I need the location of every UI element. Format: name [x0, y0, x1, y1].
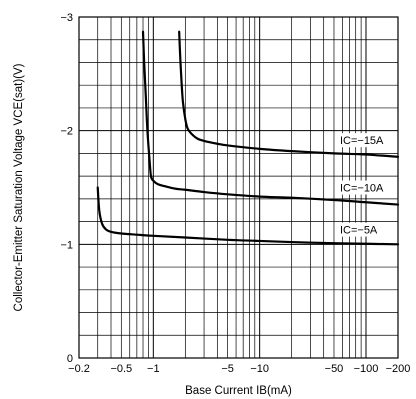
y-tick-label: −3 — [60, 12, 73, 24]
curve-labels: IC=−5A IC=−10A IC=−15A — [336, 133, 395, 237]
tick-labels: −0.2 −0.5 −1 −5 −10 −50 −100 −200 0 −1 −2 −3 — [60, 12, 410, 375]
x-tick-label: −100 — [354, 363, 379, 375]
y-tick-label: −2 — [60, 126, 73, 138]
x-axis-title: Base Current IB(mA) — [185, 385, 292, 397]
x-tick-label: −5 — [221, 363, 234, 375]
series-line — [141, 30, 400, 206]
series-label-background — [336, 133, 395, 148]
x-tick-label: −1 — [147, 363, 160, 375]
y-axis-title: Collector-Emitter Saturation Voltage VCE… — [13, 63, 25, 311]
y-tick-label: 0 — [67, 353, 73, 365]
series-line — [178, 30, 400, 158]
series-label-background — [336, 180, 395, 195]
x-tick-label: −0.5 — [110, 363, 132, 375]
series-label: IC=−10A — [340, 183, 384, 195]
y-tick-label: −1 — [60, 239, 73, 251]
series-label: IC=−5A — [340, 225, 378, 237]
x-tick-label: −200 — [386, 363, 411, 375]
x-tick-label: −50 — [325, 363, 344, 375]
series-line — [96, 186, 400, 246]
x-tick-label: −10 — [250, 363, 269, 375]
x-tick-label: −0.2 — [68, 363, 90, 375]
plot-frame — [78, 16, 399, 359]
series-label-background — [336, 222, 395, 237]
series-label: IC=−15A — [340, 135, 384, 147]
curves — [96, 30, 400, 246]
